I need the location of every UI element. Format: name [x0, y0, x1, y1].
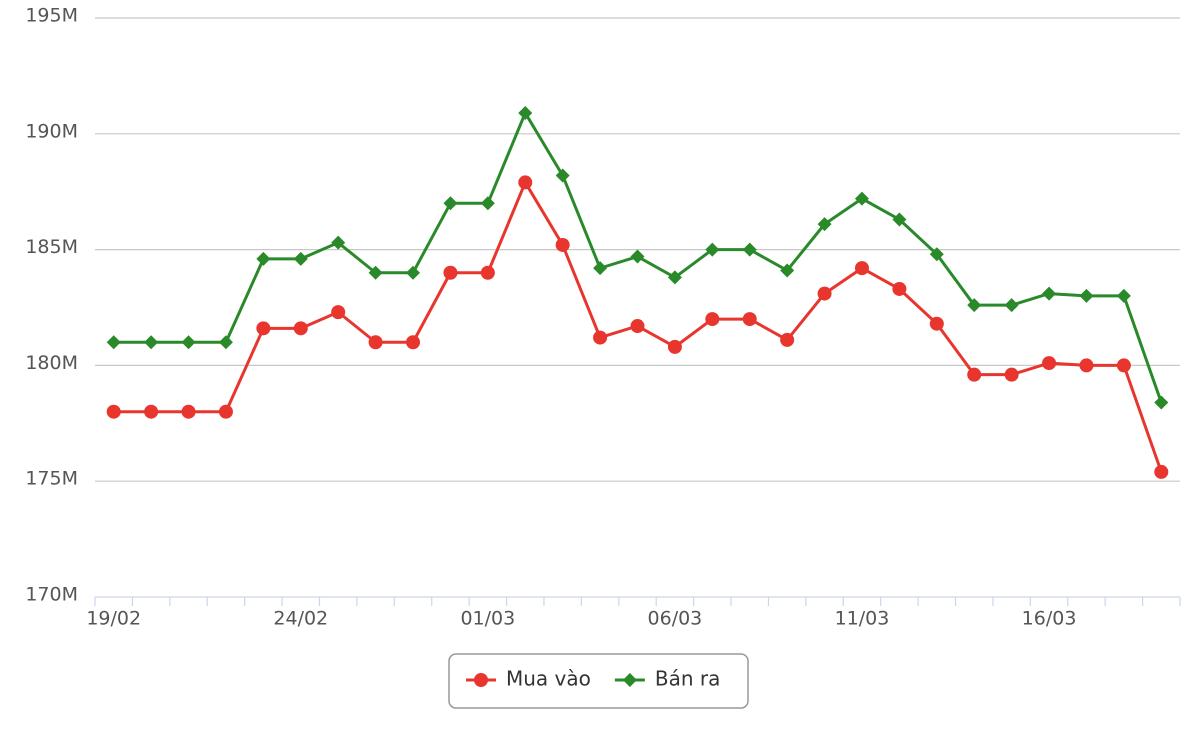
legend-label: Mua vào [506, 667, 591, 691]
point [480, 196, 495, 211]
x-tick-label: 06/03 [648, 608, 703, 630]
point [331, 305, 346, 320]
point [630, 249, 645, 264]
point [967, 298, 982, 313]
point [705, 312, 720, 327]
y-tick-label: 170M [25, 584, 78, 606]
point [854, 191, 869, 206]
point [474, 673, 488, 687]
point [555, 237, 570, 252]
point [106, 335, 121, 350]
point [1042, 286, 1057, 301]
point [368, 265, 383, 280]
x-tick-label: 01/03 [460, 608, 515, 630]
point [667, 339, 682, 354]
point [1116, 288, 1131, 303]
point [293, 321, 308, 336]
point [593, 330, 608, 345]
point [1004, 367, 1019, 382]
x-tick-label: 16/03 [1022, 608, 1077, 630]
point [780, 332, 795, 347]
point [106, 404, 121, 419]
point [1154, 395, 1169, 410]
point [368, 335, 383, 350]
point [406, 335, 421, 350]
point [929, 247, 944, 262]
point [331, 235, 346, 250]
point [518, 105, 533, 120]
point [218, 335, 233, 350]
point [929, 316, 944, 331]
point [742, 242, 757, 257]
point [144, 335, 159, 350]
x-tick-label: 24/02 [273, 608, 328, 630]
point [817, 286, 832, 301]
point [622, 673, 637, 687]
x-tick-label: 11/03 [835, 608, 890, 630]
legend-label: Bán ra [655, 667, 721, 691]
point [1004, 298, 1019, 313]
point [181, 335, 196, 350]
y-tick-label: 195M [25, 5, 78, 27]
point [480, 265, 495, 280]
legend: Mua vào Bán ra [466, 667, 720, 691]
y-tick-label: 180M [25, 352, 78, 374]
y-tick-label: 175M [25, 468, 78, 490]
y-tick-label: 185M [25, 236, 78, 258]
point [630, 319, 645, 334]
point [555, 168, 570, 183]
point [705, 242, 720, 257]
point [518, 175, 533, 190]
point [144, 404, 159, 419]
point [1116, 358, 1131, 373]
x-tick-label: 19/02 [86, 608, 141, 630]
point [406, 265, 421, 280]
legend-box [448, 653, 749, 709]
point [181, 404, 196, 419]
point [780, 263, 795, 278]
point [1042, 356, 1057, 371]
point [742, 312, 757, 327]
point [443, 265, 458, 280]
point [593, 261, 608, 276]
point [667, 270, 682, 285]
point [1079, 288, 1094, 303]
point [1079, 358, 1094, 373]
point [218, 404, 233, 419]
point [1154, 464, 1169, 479]
point [892, 212, 907, 227]
point [967, 367, 982, 382]
point [256, 321, 271, 336]
point [892, 281, 907, 296]
y-tick-label: 190M [25, 120, 78, 142]
point [817, 217, 832, 232]
point [293, 251, 308, 266]
point [854, 261, 869, 276]
point [443, 196, 458, 211]
point [256, 251, 271, 266]
